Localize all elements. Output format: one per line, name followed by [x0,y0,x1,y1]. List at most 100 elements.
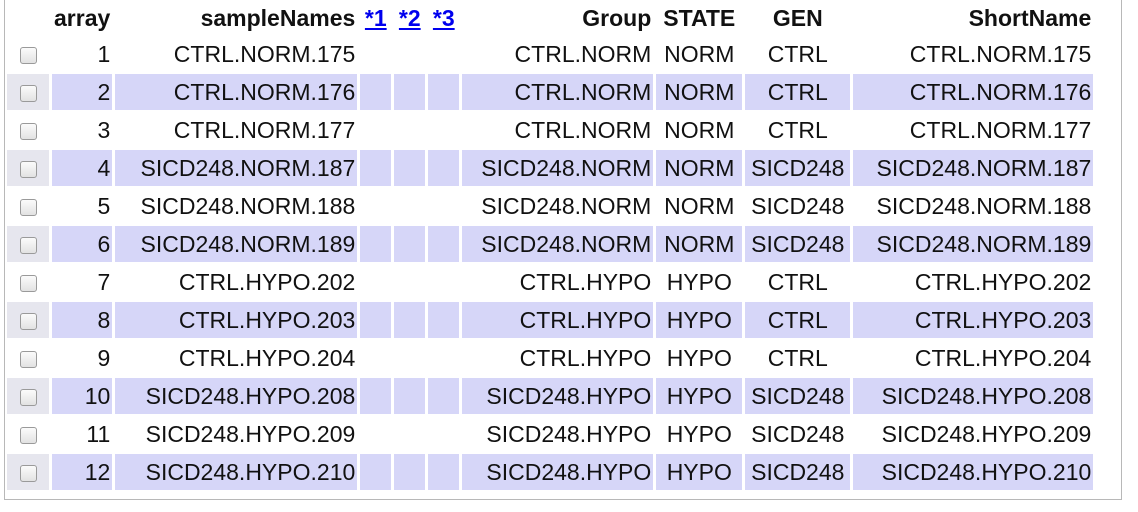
row-select-cell [7,188,49,224]
row-checkbox[interactable] [19,274,37,292]
sample-name-cell: CTRL.NORM.176 [115,74,358,110]
array-cell: 7 [97,268,111,295]
table-row: 5 SICD248.NORM.188 SICD248.NORM NORM SICD248… [7,188,1093,224]
sample-name-cell: SICD248.NORM.187 [115,150,358,186]
state-cell: HYPO [666,268,732,295]
array-cell: 12 [52,454,113,490]
row-checkbox[interactable] [19,236,37,254]
short-name-header: ShortName [968,4,1092,31]
array-cell: 5 [97,192,111,219]
state-cell: HYPO [666,420,732,447]
group-cell: CTRL.HYPO [519,268,652,295]
link-3-cell [428,416,459,452]
short-name-cell: SICD248.HYPO.209 [881,420,1092,447]
row-select-cell [7,150,49,186]
link-3-cell [428,378,460,414]
link-3-cell [428,226,460,262]
row-checkbox[interactable] [19,122,37,140]
table-row: 11 SICD248.HYPO.209 SICD248.HYPO HYPO SICD24… [7,416,1093,452]
state-cell: NORM [664,40,735,67]
row-select-cell [7,378,49,414]
group-cell: CTRL.NORM [462,74,654,110]
link-1-cell [360,226,392,262]
link-2-cell [394,340,425,376]
row-select-cell [7,264,49,300]
link-1-cell [360,74,392,110]
link-1-cell [360,36,391,72]
sort-link-1[interactable]: *1 [364,4,387,31]
short-name-cell: SICD248.HYPO.210 [853,454,1094,490]
sort-link-2[interactable]: *2 [398,4,421,31]
link-3-cell [428,36,459,72]
array-cell: 6 [52,226,113,262]
link-3-cell [428,264,459,300]
gen-header: GEN [772,4,823,31]
gen-cell: SICD248 [745,150,851,186]
sort-link-3[interactable]: *3 [432,4,455,31]
row-checkbox[interactable] [19,426,37,444]
link-3-cell [428,340,459,376]
state-cell: HYPO [666,344,732,371]
link-2-cell [394,302,426,338]
short-name-cell: SICD248.HYPO.208 [853,378,1094,414]
link-3-cell [428,150,460,186]
sample-name-cell: CTRL.NORM.177 [173,116,356,143]
link-2-cell [394,454,426,490]
sample-name-cell: CTRL.HYPO.204 [178,344,356,371]
state-cell: NORM [664,116,735,143]
link-1-cell [360,378,392,414]
table-row: 6 SICD248.NORM.189 SICD248.NORM NORM SICD248… [7,226,1094,262]
gen-cell: SICD248 [745,454,851,490]
array-cell: 11 [86,420,111,447]
sample-name-cell: CTRL.NORM.175 [173,40,356,67]
link-3-cell [428,302,460,338]
row-checkbox[interactable] [19,312,37,330]
link-2-cell [394,74,426,110]
state-cell: HYPO [656,378,743,414]
short-name-cell: CTRL.HYPO.202 [914,268,1092,295]
row-checkbox[interactable] [19,84,37,102]
link-2-cell [394,226,426,262]
link-2-cell [394,36,425,72]
row-checkbox[interactable] [19,160,37,178]
gen-cell: CTRL [745,74,851,110]
link-1-cell [360,340,391,376]
row-checkbox[interactable] [19,46,37,64]
row-select-cell [7,416,49,452]
table-row: 3 CTRL.NORM.177 CTRL.NORM NORM CTRL CTRL.NORM… [7,112,1093,148]
row-checkbox[interactable] [19,464,37,482]
group-cell: SICD248.HYPO [462,454,654,490]
table-row: 8 CTRL.HYPO.203 CTRL.HYPO HYPO CTRL CTRL.HYPO… [7,302,1094,338]
group-cell: CTRL.HYPO [519,344,652,371]
sample-name-cell: SICD248.NORM.189 [115,226,358,262]
gen-cell: SICD248 [751,420,845,447]
gen-cell: SICD248 [745,378,851,414]
group-cell: SICD248.NORM [481,192,652,219]
group-cell: CTRL.HYPO [462,302,654,338]
state-cell: NORM [656,226,743,262]
gen-cell: CTRL [745,302,851,338]
short-name-cell: CTRL.NORM.176 [853,74,1094,110]
row-select-cell [7,340,49,376]
samples-table: array sampleNames *1 *2 *3 Group STATE G… [4,0,1096,492]
table-row: 7 CTRL.HYPO.202 CTRL.HYPO HYPO CTRL CTRL.HYPO… [7,264,1093,300]
row-checkbox[interactable] [19,198,37,216]
table-row: 10 SICD248.HYPO.208 SICD248.HYPO HYPO SICD24… [7,378,1094,414]
sort-link-1-cell: *1 [360,2,391,34]
row-select-cell [7,74,49,110]
sample-names-header: sampleNames [200,4,356,31]
gen-cell: CTRL [767,116,828,143]
row-checkbox[interactable] [19,350,37,368]
link-2-cell [394,188,425,224]
link-2-cell [394,416,425,452]
short-name-cell: SICD248.NORM.187 [853,150,1094,186]
state-cell: NORM [656,150,743,186]
table-row: 2 CTRL.NORM.176 CTRL.NORM NORM CTRL CTRL.NORM… [7,74,1094,110]
link-3-cell [428,112,459,148]
gen-cell: SICD248 [751,192,845,219]
row-checkbox[interactable] [19,388,37,406]
short-name-cell: CTRL.NORM.177 [909,116,1092,143]
short-name-cell: CTRL.NORM.175 [909,40,1092,67]
link-3-cell [428,74,460,110]
group-cell: CTRL.NORM [514,116,652,143]
